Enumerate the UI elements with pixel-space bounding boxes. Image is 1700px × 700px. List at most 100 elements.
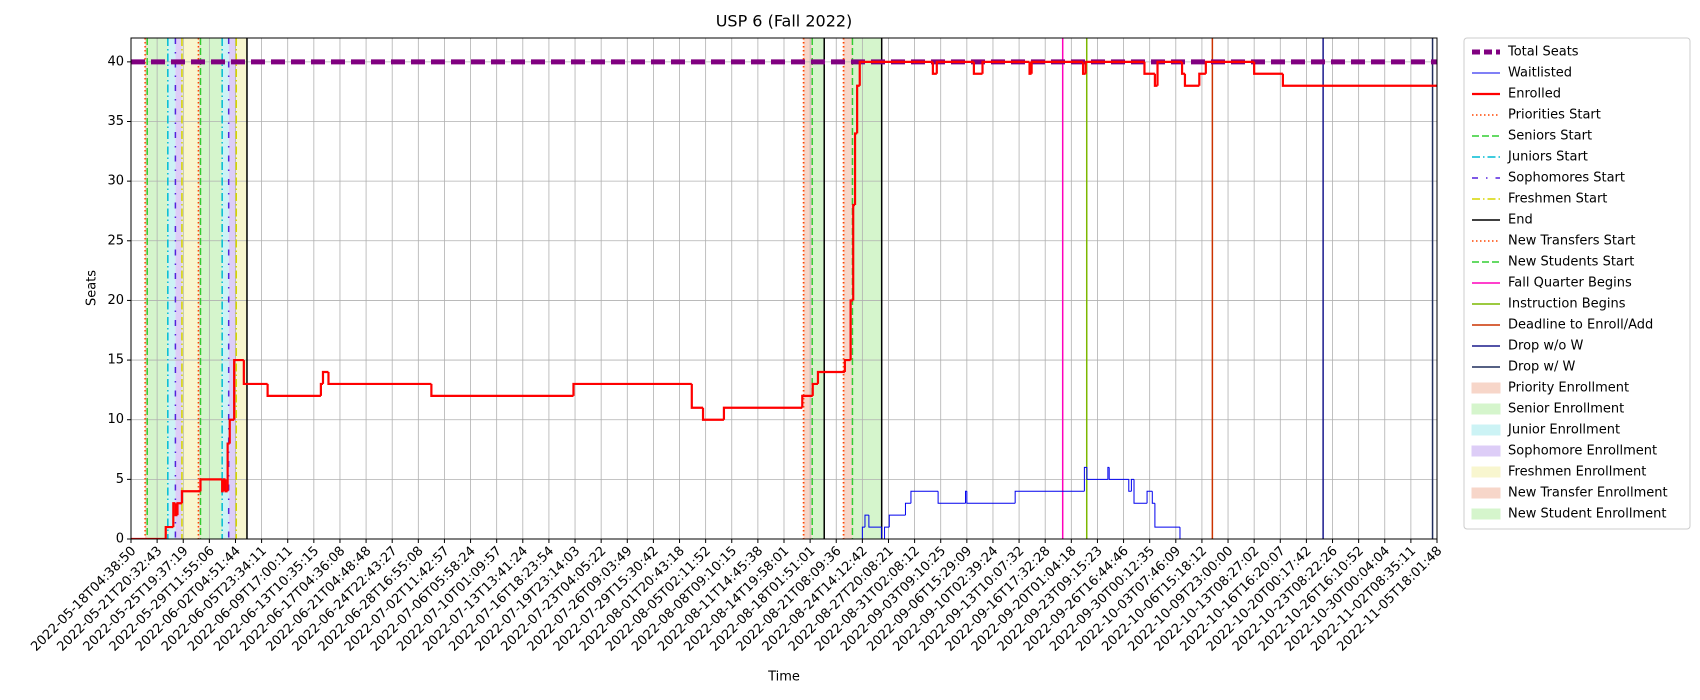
series-segment bbox=[319, 382, 323, 396]
legend-label: Junior Enrollment bbox=[1507, 423, 1620, 438]
series-segment bbox=[1156, 60, 1183, 86]
series-segment bbox=[327, 372, 432, 386]
legend-label: Seniors Start bbox=[1508, 129, 1592, 144]
series-segment bbox=[931, 61, 937, 75]
legend-swatch bbox=[1471, 487, 1501, 499]
span bbox=[175, 38, 182, 539]
legend-label: Drop w/ W bbox=[1508, 360, 1576, 375]
series-segment bbox=[222, 478, 226, 492]
series-segment bbox=[816, 370, 845, 384]
series-segment bbox=[722, 406, 803, 420]
legend-label: Juniors Start bbox=[1507, 150, 1588, 165]
series-segment bbox=[1084, 60, 1145, 74]
legend-label: Instruction Begins bbox=[1508, 297, 1626, 312]
series-segment bbox=[843, 358, 851, 372]
series-segment bbox=[935, 60, 974, 74]
series-segment bbox=[180, 490, 201, 504]
legend-label: Total Seats bbox=[1507, 45, 1579, 60]
series-segment bbox=[811, 382, 818, 396]
span bbox=[181, 38, 199, 539]
series-segment bbox=[856, 84, 860, 134]
series-segment bbox=[1143, 61, 1155, 75]
series-segment bbox=[972, 61, 983, 75]
y-tick-label: 5 bbox=[116, 472, 124, 487]
legend-label: Freshmen Start bbox=[1508, 192, 1607, 207]
span bbox=[200, 38, 223, 539]
legend-label: Enrolled bbox=[1508, 87, 1561, 102]
series-segment bbox=[233, 358, 244, 420]
series-segment bbox=[1281, 73, 1437, 87]
legend-label: New Students Start bbox=[1508, 255, 1634, 270]
legend-swatch bbox=[1471, 382, 1501, 394]
series-segment bbox=[888, 514, 906, 528]
series-segment bbox=[1014, 490, 1085, 504]
legend-label: Drop w/o W bbox=[1508, 339, 1584, 354]
legend-label: Fall Quarter Begins bbox=[1508, 276, 1632, 291]
series-segment bbox=[430, 383, 574, 397]
series-segment bbox=[1086, 467, 1108, 480]
series-segment bbox=[199, 478, 223, 492]
series-segment bbox=[266, 383, 321, 397]
series-segment bbox=[884, 526, 890, 539]
y-tick-label: 20 bbox=[107, 293, 124, 308]
plot-area bbox=[131, 38, 1437, 539]
legend-label: Deadline to Enroll/Add bbox=[1508, 318, 1653, 333]
legend-swatch bbox=[1471, 466, 1501, 478]
legend-swatch bbox=[1471, 445, 1501, 457]
series-segment bbox=[1204, 60, 1255, 74]
series-segment bbox=[1083, 466, 1087, 492]
series-segment bbox=[881, 527, 885, 539]
span bbox=[145, 38, 148, 539]
series-segment bbox=[853, 132, 858, 205]
chart-title: USP 6 (Fall 2022) bbox=[716, 12, 853, 31]
legend-swatch bbox=[1471, 508, 1501, 520]
series-segment bbox=[966, 491, 1016, 504]
series-segment bbox=[868, 515, 882, 528]
series-segment bbox=[937, 491, 966, 504]
legend-swatch bbox=[1471, 403, 1501, 415]
series-segment bbox=[1146, 490, 1153, 504]
legend-label: New Transfer Enrollment bbox=[1508, 486, 1668, 501]
legend-swatch bbox=[1471, 424, 1501, 436]
span bbox=[803, 38, 813, 539]
series-segment bbox=[228, 418, 235, 444]
series-segment bbox=[242, 360, 268, 386]
series-segment bbox=[1154, 503, 1180, 528]
span bbox=[236, 38, 247, 539]
legend-label: Waitlisted bbox=[1508, 66, 1572, 81]
plot-frame bbox=[130, 37, 1438, 540]
series-segment bbox=[690, 383, 704, 409]
y-tick-label: 30 bbox=[107, 174, 124, 189]
legend-label: Sophomores Start bbox=[1508, 171, 1625, 186]
series-segment bbox=[1179, 527, 1437, 539]
y-tick-label: 10 bbox=[107, 412, 124, 427]
span bbox=[167, 38, 176, 539]
series-segment bbox=[224, 479, 228, 493]
legend-label: Sophomore Enrollment bbox=[1508, 444, 1657, 459]
series-segment bbox=[849, 299, 854, 361]
legend-box bbox=[1463, 37, 1691, 530]
legend-label: New Transfers Start bbox=[1508, 234, 1635, 249]
span bbox=[843, 38, 853, 539]
series-segment bbox=[321, 370, 329, 384]
legend-label: New Student Enrollment bbox=[1508, 507, 1666, 522]
series-segment bbox=[164, 525, 174, 539]
series-segment bbox=[904, 502, 911, 516]
series-segment bbox=[221, 479, 224, 493]
y-tick-label: 35 bbox=[107, 114, 124, 129]
series-segment bbox=[861, 526, 865, 539]
series-segment bbox=[1130, 478, 1135, 492]
span bbox=[228, 38, 237, 539]
series-segment bbox=[1153, 73, 1158, 87]
series-segment bbox=[981, 60, 1030, 74]
series-segment bbox=[174, 503, 178, 517]
series-segment bbox=[1151, 491, 1155, 504]
legend-label: End bbox=[1508, 213, 1533, 228]
series-segment bbox=[1198, 72, 1206, 86]
series-segment bbox=[864, 514, 869, 528]
span bbox=[222, 38, 229, 539]
series-segment bbox=[701, 407, 724, 421]
span bbox=[198, 38, 201, 539]
series-segment bbox=[1183, 73, 1200, 87]
